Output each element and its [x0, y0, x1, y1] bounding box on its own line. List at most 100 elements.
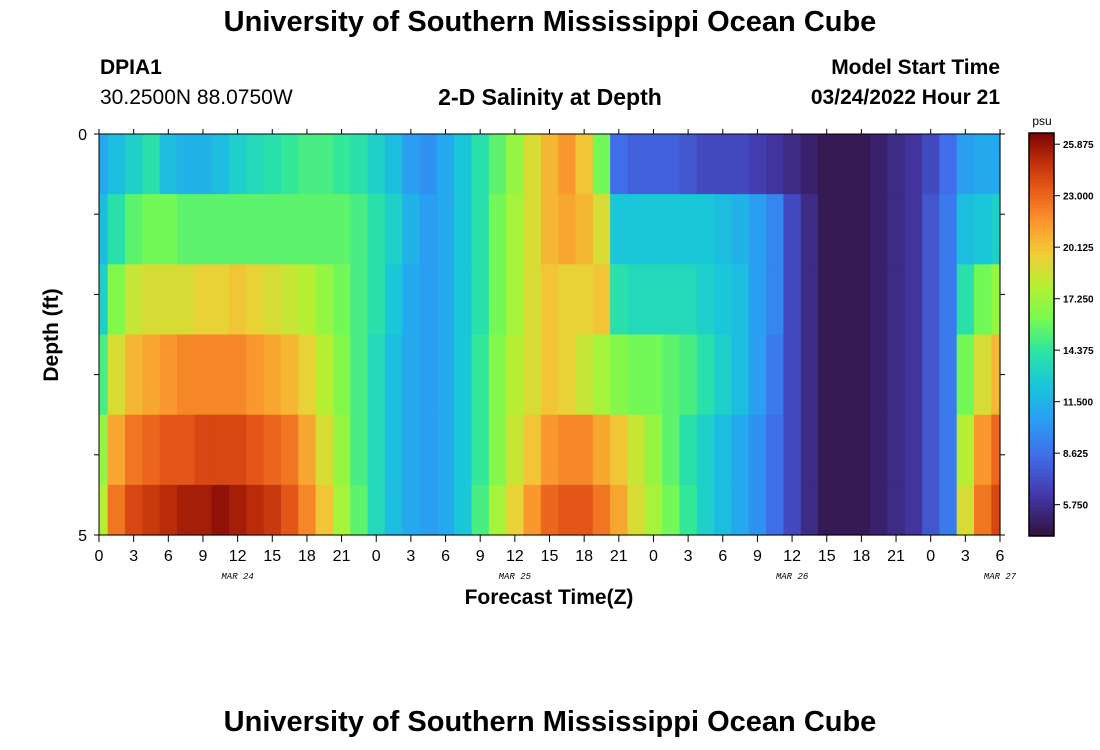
heatmap-cell	[575, 194, 594, 265]
x-tick-label: 0	[926, 548, 935, 565]
date-label: MAR 26	[776, 572, 809, 582]
heatmap-cell	[159, 134, 178, 195]
heatmap-cell	[627, 194, 646, 265]
heatmap-cell	[402, 414, 421, 486]
chart-subtitle: 2-D Salinity at Depth	[438, 84, 662, 110]
heatmap-cell	[991, 484, 1001, 536]
heatmap-cell	[176, 134, 195, 195]
heatmap-cell	[540, 134, 559, 195]
x-tick-label: 6	[996, 548, 1005, 565]
heatmap-cell	[263, 414, 282, 486]
heatmap-cell	[228, 264, 247, 336]
heatmap-cell	[142, 484, 161, 536]
heatmap-cell	[523, 484, 542, 536]
x-tick-label: 6	[718, 548, 727, 565]
heatmap-cell	[783, 334, 802, 416]
heatmap-cell	[159, 414, 178, 486]
heatmap-cell	[367, 134, 386, 195]
heatmap-cell	[852, 414, 871, 486]
heatmap-cell	[800, 484, 819, 536]
heatmap-cell	[176, 414, 195, 486]
heatmap-cell	[99, 194, 109, 265]
heatmap-cell	[367, 334, 386, 416]
heatmap-cell	[852, 134, 871, 195]
heatmap-cell	[904, 334, 923, 416]
heatmap-cells	[99, 134, 1001, 536]
heatmap-cell	[263, 264, 282, 336]
heatmap-cell	[835, 484, 854, 536]
x-tick-label: 9	[199, 548, 208, 565]
heatmap-cell	[800, 334, 819, 416]
heatmap-cell	[922, 414, 940, 486]
heatmap-cell	[818, 264, 836, 336]
heatmap-cell	[558, 334, 577, 416]
heatmap-cell	[142, 134, 161, 195]
heatmap-cell	[870, 414, 888, 486]
colorbar-tick-label: 25.875	[1063, 140, 1094, 151]
heatmap-cell	[471, 414, 490, 486]
heatmap-cell	[679, 134, 698, 195]
heatmap-cell	[974, 414, 992, 486]
heatmap-cell	[627, 484, 646, 536]
model-start-label: Model Start Time	[831, 56, 1000, 79]
heatmap-cell	[922, 134, 940, 195]
heatmap-cell	[384, 134, 403, 195]
heatmap-cell	[142, 194, 161, 265]
heatmap-cell	[800, 194, 819, 265]
heatmap-cell	[488, 334, 507, 416]
colorbar-tick-label: 5.750	[1063, 501, 1088, 512]
heatmap-cell	[263, 194, 282, 265]
heatmap-cell	[263, 484, 282, 536]
heatmap-cell	[748, 484, 767, 536]
heatmap-cell	[454, 264, 473, 336]
heatmap-cell	[870, 134, 888, 195]
heatmap-cell	[592, 414, 611, 486]
heatmap-cell	[454, 484, 473, 536]
heatmap-cell	[696, 194, 715, 265]
heatmap-cell	[731, 334, 750, 416]
heatmap-cell	[315, 264, 334, 336]
heatmap-cell	[748, 194, 767, 265]
heatmap-cell	[402, 264, 421, 336]
heatmap-cell	[783, 484, 802, 536]
heatmap-cell	[228, 484, 247, 536]
heatmap-cell	[800, 264, 819, 336]
heatmap-cell	[159, 194, 178, 265]
heatmap-cell	[887, 134, 906, 195]
heatmap-cell	[922, 484, 940, 536]
heatmap-cell	[610, 264, 629, 336]
heatmap-cell	[627, 334, 646, 416]
heatmap-cell	[575, 134, 594, 195]
x-tick-labels: 0 3 6 9 12 15 18 21 0 3 6 9 12 15 18 21 0 3 6 9 12 15 18 21 0 3 6	[95, 548, 1005, 565]
heatmap-cell	[298, 264, 317, 336]
heatmap-cell	[783, 264, 802, 336]
heatmap-cell	[419, 264, 438, 336]
heatmap-cell	[610, 134, 629, 195]
heatmap-cell	[350, 194, 369, 265]
heatmap-cell	[644, 414, 663, 486]
heatmap-cell	[956, 414, 975, 486]
heatmap-cell	[99, 484, 109, 536]
heatmap-cell	[939, 194, 958, 265]
heatmap-cell	[852, 264, 871, 336]
heatmap-cell	[367, 414, 386, 486]
footer-title: University of Southern Mississippi Ocean…	[223, 706, 877, 738]
date-label: MAR 27	[984, 572, 1017, 582]
heatmap-cell	[696, 134, 715, 195]
heatmap-cell	[575, 264, 594, 336]
heatmap-cell	[991, 264, 1001, 336]
heatmap-cell	[124, 264, 143, 336]
heatmap-cell	[280, 484, 299, 536]
heatmap-cell	[714, 264, 733, 336]
heatmap-cell	[436, 484, 455, 536]
colorbar-unit-label: psu	[1032, 114, 1051, 128]
heatmap-cell	[107, 194, 126, 265]
heatmap-cell	[887, 334, 906, 416]
heatmap-cell	[956, 334, 975, 416]
heatmap-cell	[142, 414, 161, 486]
heatmap-cell	[922, 264, 940, 336]
heatmap-cell	[246, 134, 265, 195]
heatmap-cell	[454, 414, 473, 486]
heatmap-cell	[540, 414, 559, 486]
heatmap-cell	[280, 134, 299, 195]
